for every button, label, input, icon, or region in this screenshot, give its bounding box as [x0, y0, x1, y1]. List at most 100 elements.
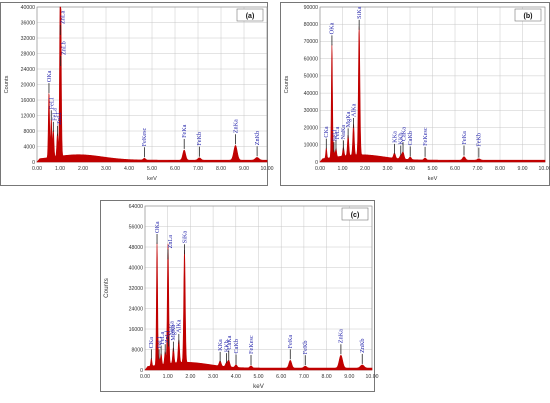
y-tick-label: 0 — [32, 160, 35, 166]
y-tick-label: 90000 — [304, 5, 319, 11]
x-tick-label: 8.00 — [216, 166, 226, 172]
peak-label: FeKb — [476, 133, 483, 147]
y-tick-label: 16000 — [21, 98, 36, 104]
y-tick-label: 48000 — [129, 245, 144, 251]
peak-label: FeKesc — [141, 127, 148, 146]
x-tick-label: 3.00 — [101, 166, 111, 172]
x-tick-label: 5.00 — [427, 166, 437, 172]
y-tick-label: 8000 — [23, 129, 35, 135]
peak-label: KKb — [398, 133, 405, 145]
spectrum-panel-1: 0 4000 8000 12000 16000 20000 24000 28000 32000 3… — [0, 2, 274, 186]
panel-frame — [0, 2, 268, 186]
peak-label: AlKa — [176, 319, 183, 333]
peak-label: KKa — [217, 339, 224, 351]
peak-label: ZnLb — [60, 41, 67, 55]
x-tick-label: 6.00 — [276, 374, 286, 380]
peak-label: SiKa — [356, 6, 363, 19]
x-tick-label: 9.00 — [239, 166, 249, 172]
x-tick-label: 5.00 — [253, 374, 263, 380]
y-tick-label: 40000 — [21, 5, 36, 11]
y-tick-label: 8000 — [131, 347, 143, 353]
x-tick-label: 0.00 — [32, 166, 42, 172]
y-tick-label: 12000 — [21, 113, 36, 119]
x-tick-label: 1.00 — [163, 374, 173, 380]
y-tick-label: 24000 — [129, 306, 144, 312]
x-tick-label: 5.00 — [147, 166, 157, 172]
x-tick-label: 4.00 — [405, 166, 415, 172]
y-tick-label: 32000 — [129, 286, 144, 292]
peak-label: ZnKb — [254, 131, 261, 145]
peak-label: CKa — [148, 337, 155, 349]
x-tick-label: 9.00 — [517, 166, 527, 172]
peak-label: CaKa — [226, 335, 233, 349]
peak-label: FeLl — [331, 129, 338, 141]
peak-label: OKa — [46, 70, 53, 82]
peak-label: ZnLl — [164, 331, 171, 344]
panel-label: (a) — [246, 13, 255, 20]
x-tick-label: 9.00 — [344, 374, 354, 380]
peak-label: CKa — [323, 126, 330, 138]
y-tick-label: 36000 — [21, 20, 36, 26]
y-tick-label: 64000 — [129, 204, 144, 210]
peak-label: FeKb — [196, 132, 203, 146]
x-tick-label: 2.00 — [360, 166, 370, 172]
y-axis-title: Counts — [103, 278, 110, 298]
x-axis-title: keV — [147, 176, 157, 182]
y-tick-label: 40000 — [129, 265, 144, 271]
spectrum-area — [319, 26, 546, 163]
x-tick-label: 2.00 — [185, 374, 195, 380]
x-tick-label: 6.00 — [450, 166, 460, 172]
panel-frame — [100, 200, 375, 392]
peak-label: KKb — [223, 340, 230, 352]
peak-label: FeLl — [49, 97, 56, 109]
peak-label: FeLl — [156, 336, 163, 348]
x-tick-label: 10.00 — [366, 374, 379, 380]
y-tick-label: 80000 — [304, 22, 319, 28]
peak-label: FeKa — [181, 124, 188, 138]
y-tick-label: 28000 — [21, 51, 36, 57]
x-tick-label: 6.00 — [170, 166, 180, 172]
x-tick-label: 2.00 — [78, 166, 88, 172]
peak-label: FeLa — [159, 332, 166, 345]
peak-label: CaKb — [407, 131, 414, 145]
peak-label: CaKb — [233, 339, 240, 353]
peak-label: SiKa — [181, 231, 188, 244]
y-tick-label: 32000 — [21, 36, 36, 42]
y-axis-title: Counts — [4, 75, 10, 93]
x-tick-label: 1.00 — [55, 166, 65, 172]
peak-label: FeKa — [461, 131, 468, 145]
y-tick-label: 10000 — [304, 143, 319, 149]
peak-label: ZnKb — [359, 338, 366, 352]
panel-label-box — [236, 8, 264, 22]
y-tick-label: 16000 — [129, 327, 144, 333]
peak-label: KKa — [391, 131, 398, 143]
peak-label: ZnKa — [232, 119, 239, 133]
y-tick-label: 20000 — [304, 125, 319, 131]
x-tick-label: 0.00 — [140, 374, 150, 380]
peak-label: ZnLa — [59, 10, 66, 24]
y-tick-label: 4000 — [23, 144, 35, 150]
x-axis-title: keV — [428, 176, 438, 182]
panel-label-box — [514, 8, 542, 22]
y-axis-title: Counts — [284, 75, 290, 93]
peak-label: NaKa — [168, 321, 175, 336]
peak-label: FeLa — [51, 108, 58, 121]
peak-label: AlKa — [350, 103, 357, 117]
x-axis-title: keV — [253, 383, 265, 390]
y-tick-label: 40000 — [304, 91, 319, 97]
x-tick-label: 8.00 — [322, 374, 332, 380]
panel-frame — [280, 2, 550, 186]
x-tick-label: 7.00 — [299, 374, 309, 380]
panel-label: (b) — [524, 13, 533, 20]
peak-label: FeKesc — [422, 127, 429, 146]
y-tick-label: 56000 — [129, 224, 144, 230]
x-tick-label: 7.00 — [472, 166, 482, 172]
x-tick-label: 8.00 — [495, 166, 505, 172]
x-tick-label: 10.00 — [539, 166, 550, 172]
y-tick-label: 70000 — [304, 39, 319, 45]
y-tick-label: 0 — [315, 160, 318, 166]
peak-label: ZnKa — [338, 329, 345, 343]
x-tick-label: 10.00 — [261, 166, 274, 172]
x-tick-label: 0.00 — [315, 166, 325, 172]
